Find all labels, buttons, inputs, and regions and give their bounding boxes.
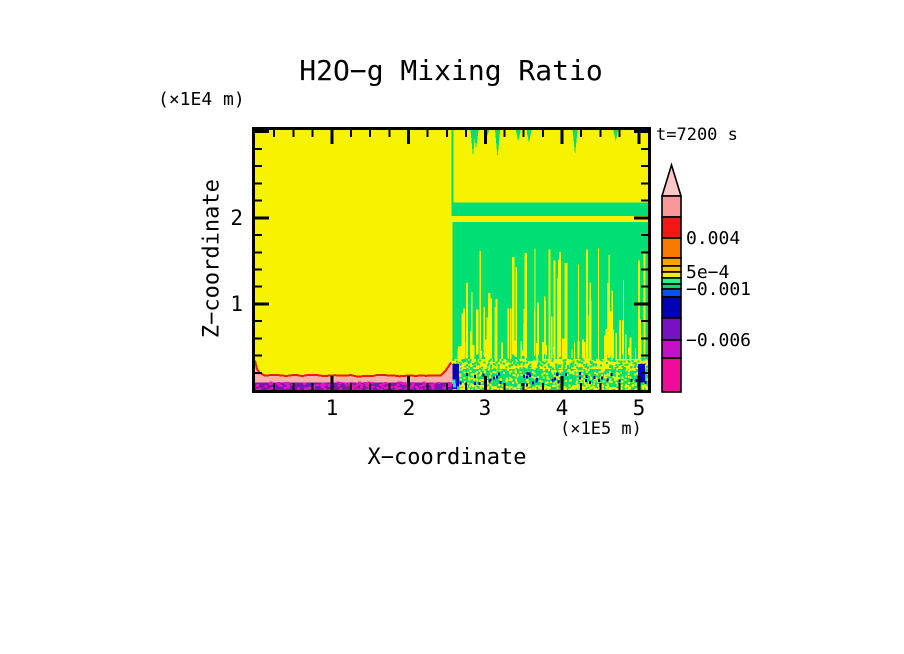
y-axis-unit-label: (×1E4 m) bbox=[158, 89, 245, 110]
x-axis-label: X−coordinate bbox=[367, 445, 527, 470]
y-axis-tick-label-2: 2 bbox=[230, 206, 243, 230]
y-axis-tick-label-1: 1 bbox=[230, 292, 243, 316]
colorbar-label-neg0001: −0.001 bbox=[686, 279, 752, 300]
y-axis-label: Z−coordinate bbox=[199, 179, 225, 339]
colorbar-label-5e-4: 5e−4 bbox=[686, 262, 730, 283]
colorbar bbox=[660, 162, 683, 393]
plot-title: H2O−g Mixing Ratio bbox=[299, 54, 603, 87]
x-axis-tick-label-1: 1 bbox=[325, 396, 339, 420]
x-axis-tick-label-4: 4 bbox=[555, 396, 569, 420]
plot-frame bbox=[252, 127, 651, 393]
colorbar-label-neg0006: −0.006 bbox=[686, 330, 752, 351]
time-label: t=7200 s bbox=[656, 125, 738, 145]
x-axis-unit-label: (×1E5 m) bbox=[560, 419, 642, 439]
contour-plot bbox=[255, 130, 648, 390]
x-axis-tick-label-5: 5 bbox=[632, 396, 646, 420]
colorbar-label-0004: 0.004 bbox=[686, 228, 741, 249]
x-axis-tick-label-3: 3 bbox=[478, 396, 492, 420]
x-axis-tick-label-2: 2 bbox=[402, 396, 416, 420]
